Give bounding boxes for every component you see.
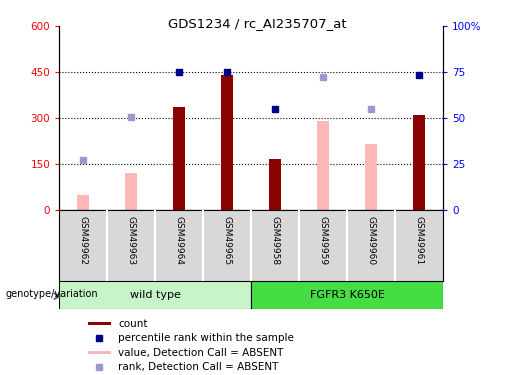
Text: percentile rank within the sample: percentile rank within the sample (118, 333, 295, 343)
Text: value, Detection Call = ABSENT: value, Detection Call = ABSENT (118, 348, 284, 358)
Text: GSM49965: GSM49965 (222, 216, 232, 265)
Text: GSM49962: GSM49962 (79, 216, 88, 265)
Bar (59, 281, 251, 309)
Text: GDS1234 / rc_AI235707_at: GDS1234 / rc_AI235707_at (168, 17, 347, 30)
Bar (317, 121, 329, 210)
Bar (269, 159, 281, 210)
Bar (251, 281, 443, 309)
Text: GSM49960: GSM49960 (367, 216, 375, 265)
Bar (173, 107, 185, 210)
Text: GSM49964: GSM49964 (175, 216, 184, 265)
Bar (88, 351, 111, 354)
Text: wild type: wild type (130, 290, 181, 300)
Bar (125, 173, 137, 210)
Bar (77, 195, 89, 210)
Text: FGFR3 K650E: FGFR3 K650E (310, 290, 384, 300)
Bar (365, 144, 377, 210)
Text: GSM49959: GSM49959 (318, 216, 328, 265)
Bar (221, 75, 233, 210)
Text: GSM49961: GSM49961 (415, 216, 423, 265)
Text: rank, Detection Call = ABSENT: rank, Detection Call = ABSENT (118, 362, 279, 372)
Text: GSM49958: GSM49958 (270, 216, 280, 265)
Bar (88, 322, 111, 326)
Text: genotype/variation: genotype/variation (5, 290, 98, 299)
Bar (413, 115, 425, 210)
Text: count: count (118, 319, 148, 328)
Text: GSM49963: GSM49963 (127, 216, 135, 265)
